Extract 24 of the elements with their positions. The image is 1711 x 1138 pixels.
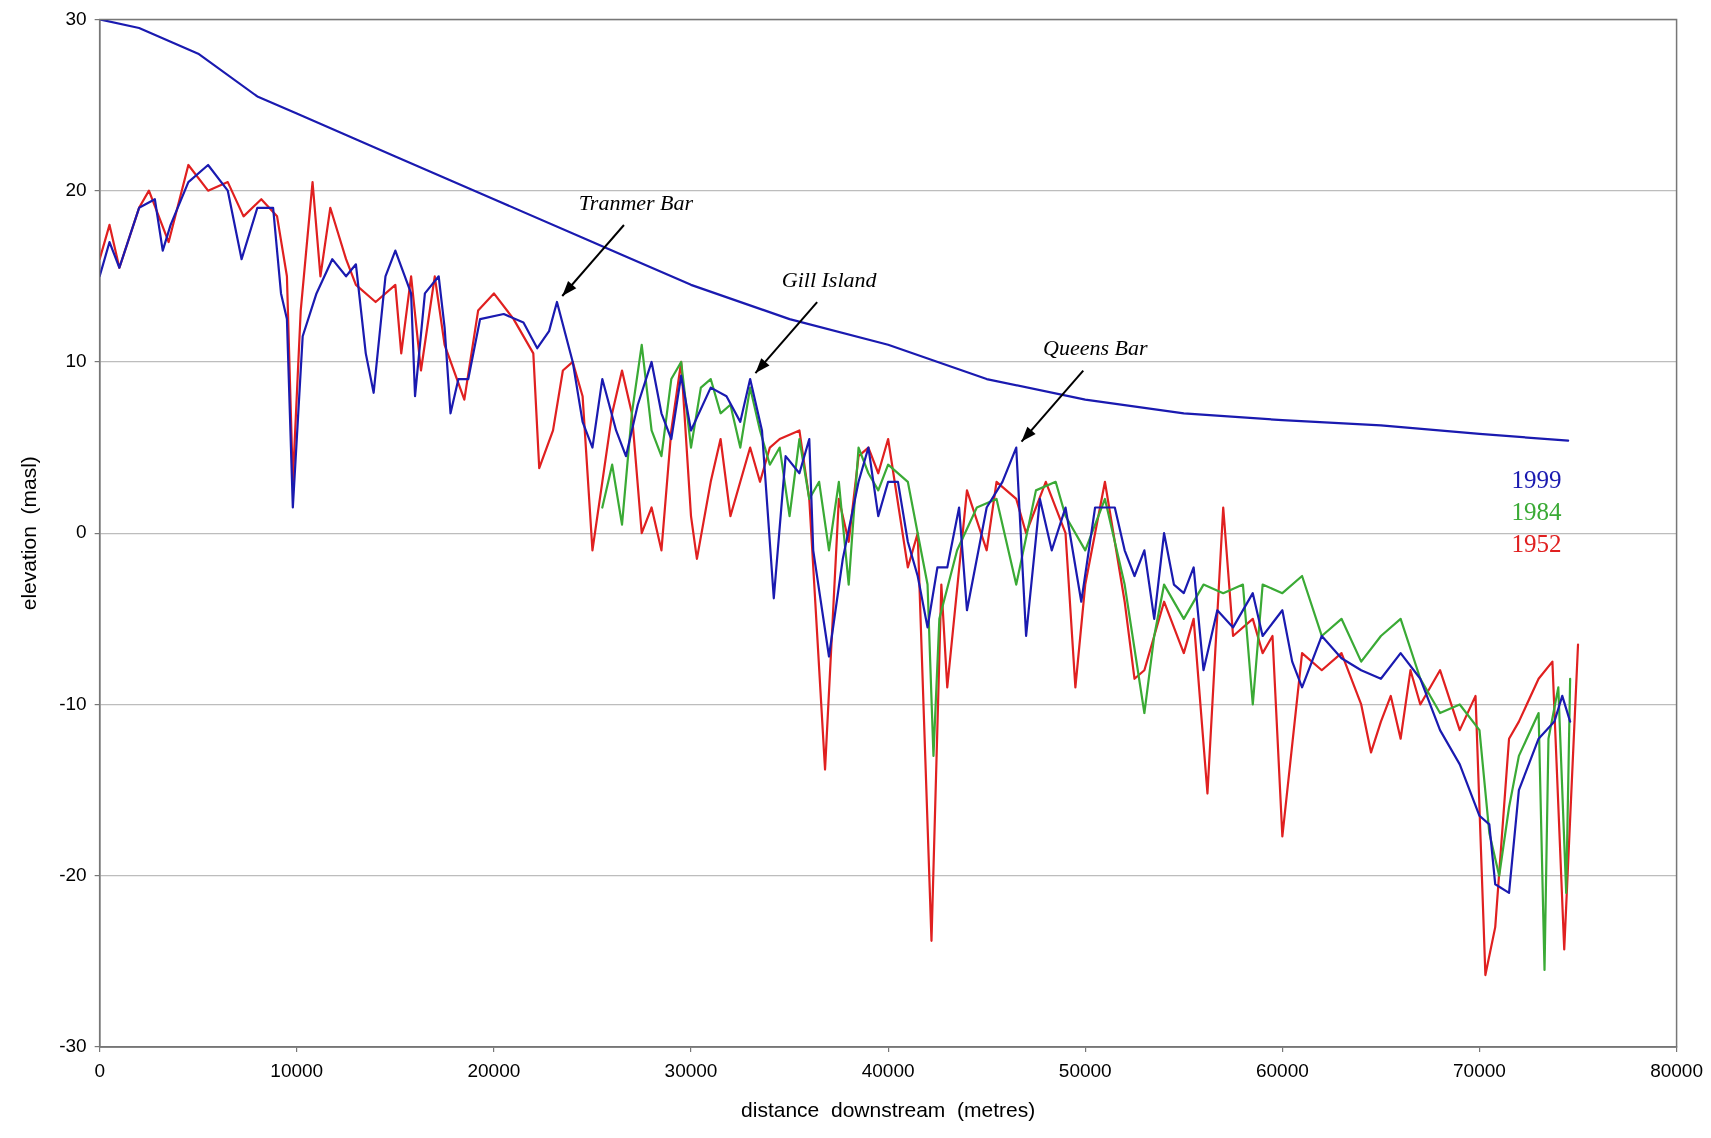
x-tick-label: 20000 [467, 1059, 521, 1081]
x-tick-label: 30000 [664, 1059, 718, 1081]
y-tick-label: 0 [76, 521, 87, 543]
x-tick-label: 40000 [861, 1059, 915, 1081]
text: 1952 [1511, 530, 1562, 558]
x-tick-label: 0 [94, 1059, 105, 1081]
x-tick-label: 80000 [1650, 1059, 1703, 1081]
annotation: Tranmer Bar [578, 189, 694, 215]
y-axis-title: elevation (masl) [17, 456, 41, 611]
text: 1984 [1511, 498, 1563, 526]
x-tick-label: 60000 [1255, 1059, 1309, 1081]
annotation: Gill Island [781, 266, 878, 292]
y-tick-label: 20 [65, 178, 87, 200]
y-tick-label: -20 [59, 863, 87, 885]
y-tick-label: -30 [59, 1035, 87, 1057]
y-tick-label: 10 [65, 350, 87, 372]
y-tick-label: -10 [59, 692, 87, 714]
x-tick-label: 10000 [270, 1059, 324, 1081]
annotation: Queens Bar [1043, 335, 1148, 361]
x-tick-label: 70000 [1453, 1059, 1506, 1081]
x-tick-label: 50000 [1058, 1059, 1112, 1081]
y-tick-label: 30 [65, 7, 87, 29]
text: 1999 [1511, 466, 1562, 494]
x-axis-title: distance downstream (metres) [741, 1098, 1036, 1122]
